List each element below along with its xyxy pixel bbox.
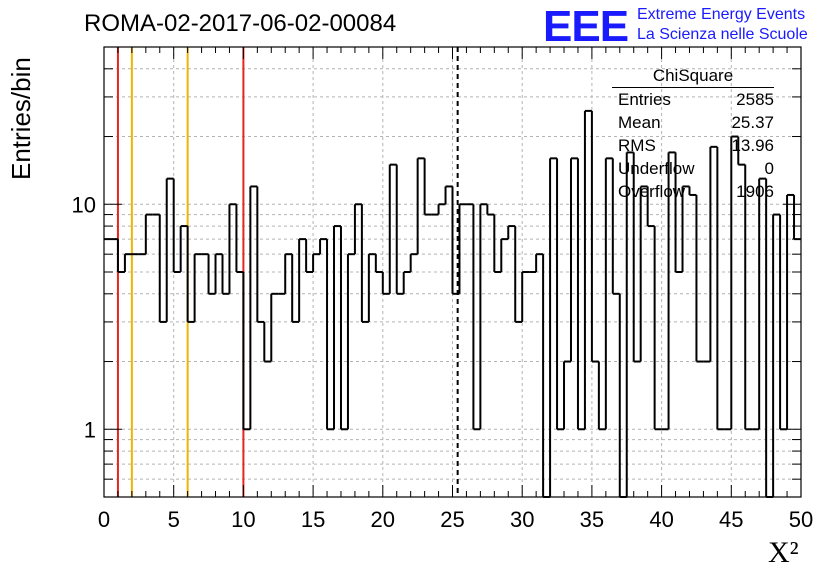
stats-box: ChiSquare Entries 2585 Mean 25.37 RMS 13.96…: [612, 66, 774, 203]
stats-label: Overflow: [618, 182, 686, 201]
stats-row-overflow: Overflow 1906: [612, 180, 774, 203]
stats-value: 25.37: [731, 113, 774, 132]
y-tick-label: 10: [72, 192, 96, 217]
x-axis-label: X²: [768, 536, 799, 569]
stats-label: RMS: [618, 136, 656, 155]
stats-value: 0: [764, 159, 774, 178]
stats-value: 2585: [736, 90, 774, 109]
x-tick-label: 5: [168, 507, 180, 532]
logo-line-1: Extreme Energy Events: [637, 6, 806, 23]
run-title: ROMA-02-2017-06-02-00084: [84, 10, 397, 37]
stats-row-mean: Mean 25.37: [612, 111, 774, 134]
y-tick-label: 1: [84, 417, 96, 442]
stats-title: ChiSquare: [612, 66, 774, 88]
y-axis-label: Entries/bin: [6, 57, 36, 180]
x-tick-label: 25: [440, 507, 464, 532]
stats-label: Entries: [618, 90, 671, 109]
stats-row-underflow: Underflow 0: [612, 157, 774, 180]
stats-label: Mean: [618, 113, 661, 132]
x-tick-label: 45: [719, 507, 743, 532]
x-tick-label: 20: [371, 507, 395, 532]
x-tick-label: 0: [98, 507, 110, 532]
logo-line-2: La Scienza nelle Scuole: [637, 26, 808, 43]
x-tick-label: 30: [510, 507, 534, 532]
stats-label: Underflow: [618, 159, 695, 178]
x-tick-label: 15: [301, 507, 325, 532]
stats-value: 13.96: [731, 136, 774, 155]
eee-logo: EEE: [543, 2, 629, 51]
stats-value: 1906: [736, 182, 774, 201]
x-tick-label: 10: [231, 507, 255, 532]
x-tick-label: 50: [789, 507, 813, 532]
stats-row-rms: RMS 13.96: [612, 134, 774, 157]
x-tick-label: 35: [580, 507, 604, 532]
x-tick-label: 40: [649, 507, 673, 532]
stats-row-entries: Entries 2585: [612, 88, 774, 111]
